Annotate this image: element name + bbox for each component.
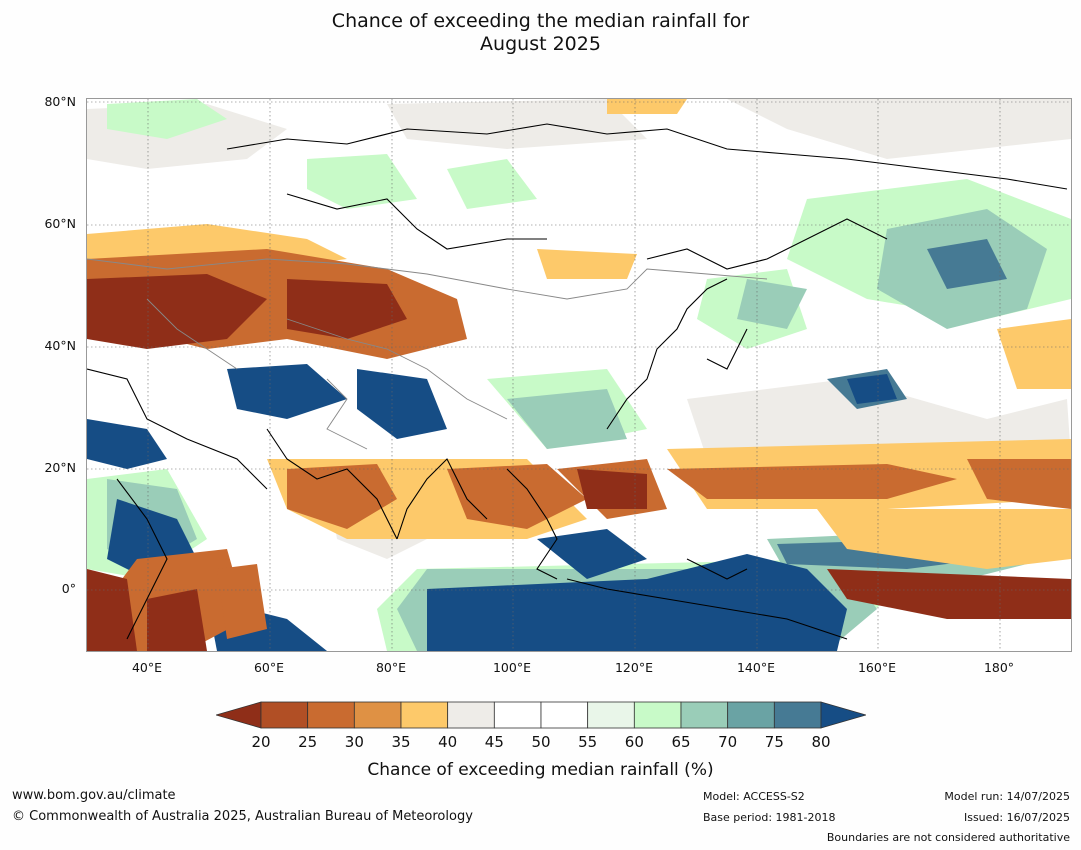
lon-tick-140e: 140°E [736, 660, 775, 675]
colorbar-extend-low [216, 701, 262, 729]
coastlines [87, 123, 1068, 640]
footer-base-period: Base period: 1981-2018 [703, 811, 836, 824]
colorbar-label: 60 [624, 733, 644, 751]
colorbar-cell [633, 701, 682, 729]
footer-model-run: Model run: 14/07/2025 [944, 790, 1070, 803]
lat-tick-80n: 80°N [44, 94, 76, 109]
colorbar-cell [447, 701, 495, 729]
rainfall-map [86, 98, 1072, 652]
lon-tick-40e: 40°E [131, 660, 163, 675]
footer-model: Model: ACCESS-S2 [703, 790, 805, 803]
colorbar-label: 75 [764, 733, 784, 751]
lat-tick-20n: 20°N [44, 460, 76, 475]
colorbar-label: 80 [811, 733, 831, 751]
lon-tick-120e: 120°E [614, 660, 653, 675]
colorbar-cell [540, 701, 589, 729]
colorbar [216, 701, 866, 729]
colorbar-cell [493, 701, 542, 729]
colorbar-label: 25 [298, 733, 318, 751]
lat-tick-60n: 60°N [44, 216, 76, 231]
graticule [87, 99, 1071, 651]
lat-tick-40n: 40°N [44, 338, 76, 353]
colorbar-label: 55 [578, 733, 598, 751]
colorbar-extend-high [820, 701, 866, 729]
colorbar-label: 65 [671, 733, 691, 751]
colorbar-cell [773, 701, 822, 729]
lat-tick-0: 0° [61, 581, 76, 596]
colorbar-cell [587, 701, 635, 729]
footer-website[interactable]: www.bom.gov.au/climate [12, 788, 176, 803]
colorbar-cell [400, 701, 449, 729]
colorbar-label: 20 [251, 733, 271, 751]
map-canvas [87, 99, 1071, 651]
footer-disclaimer: Boundaries are not considered authoritat… [826, 831, 1070, 844]
lon-tick-80e: 80°E [375, 660, 407, 675]
colorbar-label: 30 [344, 733, 364, 751]
lon-tick-160e: 160°E [857, 660, 896, 675]
lon-tick-60e: 60°E [253, 660, 285, 675]
colorbar-label: 50 [531, 733, 551, 751]
lon-tick-100e: 100°E [492, 660, 531, 675]
map-title: Chance of exceeding the median rainfall … [0, 10, 1081, 56]
title-line-1: Chance of exceeding the median rainfall … [331, 10, 750, 32]
colorbar-label: 40 [438, 733, 458, 751]
colorbar-cell [260, 701, 309, 729]
colorbar-label: 45 [484, 733, 504, 751]
strongly-dry-patches [87, 274, 1071, 651]
colorbar-title: Chance of exceeding median rainfall (%) [367, 760, 714, 780]
lon-tick-180: 180° [983, 660, 1015, 675]
footer-copyright: © Commonwealth of Australia 2025, Austra… [12, 809, 473, 824]
colorbar-label: 35 [391, 733, 411, 751]
footer-issued: Issued: 16/07/2025 [963, 811, 1070, 824]
strongly-wet-patches [87, 364, 897, 651]
colorbar-cell [307, 701, 355, 729]
colorbar-cell [727, 701, 775, 729]
country-borders [87, 258, 768, 450]
colorbar-cell [680, 701, 729, 729]
colorbar-cell [353, 701, 402, 729]
title-line-2: August 2025 [480, 33, 601, 55]
colorbar-label: 70 [718, 733, 738, 751]
